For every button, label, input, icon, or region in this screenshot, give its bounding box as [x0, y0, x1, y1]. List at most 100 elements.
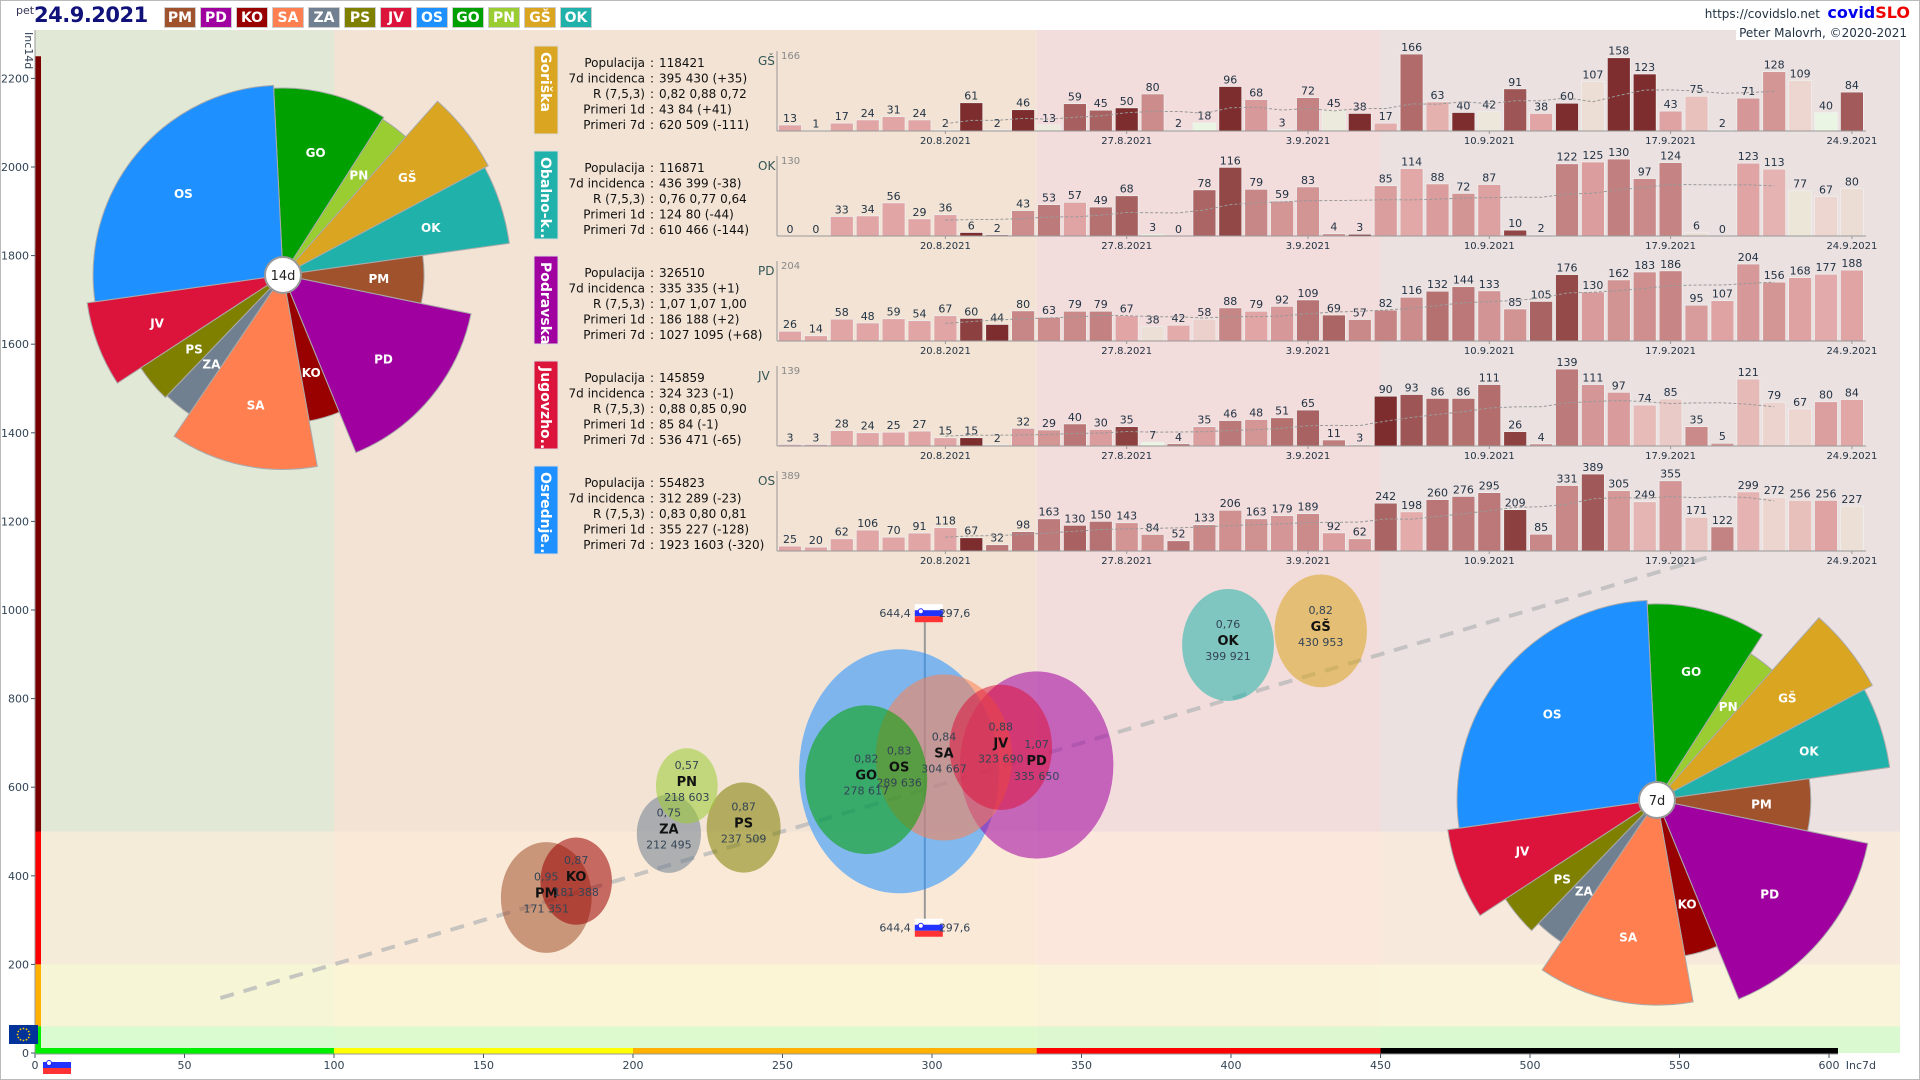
legend-item-PS[interactable]: PS [344, 7, 376, 28]
legend-item-OS[interactable]: OS [416, 7, 448, 28]
pie-label: OK [1799, 745, 1819, 759]
pie-label: KO [302, 366, 321, 380]
x-tick-label: 450 [1370, 1059, 1391, 1072]
bar [1296, 186, 1320, 237]
pie-label: PD [1760, 887, 1779, 901]
date-label: 17.9.2021 [1645, 556, 1696, 567]
bar-value-label: 38 [1146, 314, 1160, 327]
stat-colon: : [650, 297, 654, 311]
stat-colon: : [650, 56, 654, 70]
bar [959, 102, 984, 132]
chart-max-label: 204 [781, 261, 800, 272]
stat-colon: : [650, 476, 654, 490]
bubble-OK [1182, 588, 1274, 702]
bar [1347, 319, 1372, 342]
bar-value-label: 11 [1327, 427, 1341, 440]
bar-value-label: 156 [1764, 269, 1785, 282]
bar-chart-OS: OS 389 25 20 62 106 70 91 118 67 32 98 163 130 150 143 8… [758, 461, 1877, 567]
date-label: 17.9.2021 [1645, 241, 1696, 252]
bar [1218, 420, 1243, 447]
bubble-r-value: 0,57 [675, 759, 700, 772]
bar-value-label: 24 [913, 107, 927, 120]
legend-item-SA[interactable]: SA [272, 7, 304, 28]
bar [1581, 384, 1605, 447]
bar-value-label: 84 [1845, 386, 1859, 399]
bar-value-label: 3 [1356, 221, 1363, 234]
bar-value-label: 389 [1582, 461, 1603, 474]
bar-value-label: 35 [1690, 414, 1704, 427]
legend-item-GO[interactable]: GO [452, 7, 484, 28]
bar [1063, 423, 1087, 447]
bar [1347, 538, 1372, 552]
bar [1606, 57, 1631, 132]
legend-item-GŠ[interactable]: GŠ [524, 7, 556, 28]
bar-value-label: 2 [1719, 117, 1726, 130]
bubble-code: KO [566, 870, 587, 885]
legend-item-PN[interactable]: PN [488, 7, 520, 28]
bar [1296, 513, 1320, 552]
bar-value-label: 163 [1039, 506, 1060, 519]
bar [1503, 88, 1528, 132]
bar-value-label: 188 [1841, 257, 1862, 270]
x-axis-label: Inc7d [1846, 1059, 1876, 1072]
legend-item-JV[interactable]: JV [380, 7, 412, 28]
stat-label: Primeri 1d [583, 523, 645, 537]
region-tag [533, 45, 559, 135]
eu-star [27, 1036, 30, 1039]
bar-value-label: 4 [1538, 431, 1545, 444]
bar [1399, 53, 1424, 132]
pie-label: JV [1515, 845, 1530, 859]
bar [1606, 490, 1631, 552]
slovenia-inc7d-label: 297,6 [939, 607, 971, 620]
bar [1244, 188, 1269, 237]
bar [1658, 398, 1683, 447]
stat-value: 620 509 (-111) [659, 118, 749, 132]
bar-value-label: 72 [1456, 180, 1470, 193]
bar [1840, 269, 1864, 342]
legend-item-PM[interactable]: PM [164, 7, 196, 28]
legend-item-OK[interactable]: OK [560, 7, 592, 28]
bar [1011, 210, 1035, 237]
legend-item-KO[interactable]: KO [236, 7, 268, 28]
site-url[interactable]: https://covidslo.net [1704, 7, 1820, 21]
bar [1503, 509, 1528, 552]
bubble-code: PM [535, 887, 557, 902]
bar-value-label: 67 [964, 525, 978, 538]
bar-value-label: 79 [1249, 298, 1263, 311]
region-tag [533, 150, 559, 240]
chart-region-code: OS [758, 474, 775, 488]
bar-value-label: 98 [1016, 519, 1030, 532]
x-tick-label: 100 [324, 1059, 345, 1072]
bar [1762, 401, 1787, 447]
pie-label: KO [1678, 897, 1697, 911]
bar [1477, 184, 1502, 237]
bar [855, 432, 880, 447]
bar-value-label: 122 [1557, 151, 1578, 164]
bubble-PN [655, 748, 718, 824]
x-tick-label: 400 [1221, 1059, 1242, 1072]
risk-bar-x-200 [633, 1048, 1037, 1054]
flag-blue [914, 924, 943, 931]
bar-value-label: 62 [835, 526, 849, 539]
legend-item-PD[interactable]: PD [200, 7, 232, 28]
bar [1606, 158, 1631, 237]
bar-value-label: 25 [783, 533, 797, 546]
chart-region-code: GŠ [758, 53, 775, 68]
stat-colon: : [650, 402, 654, 416]
legend-item-ZA[interactable]: ZA [308, 7, 340, 28]
stat-label: R (7,5,3) [593, 507, 645, 521]
bar [1140, 93, 1165, 132]
bar-value-label: 26 [1508, 419, 1522, 432]
bar [1555, 368, 1579, 447]
bar-value-label: 88 [1431, 171, 1445, 184]
bar-value-label: 34 [861, 203, 875, 216]
moving-average-line [945, 400, 1775, 437]
bar-value-label: 26 [783, 318, 797, 331]
date-label: 3.9.2021 [1286, 346, 1331, 357]
bar [855, 322, 880, 342]
date-label: 20.8.2021 [920, 136, 971, 147]
bar-value-label: 125 [1582, 149, 1603, 162]
bar-value-label: 111 [1479, 372, 1500, 385]
x-tick-label: 350 [1071, 1059, 1092, 1072]
